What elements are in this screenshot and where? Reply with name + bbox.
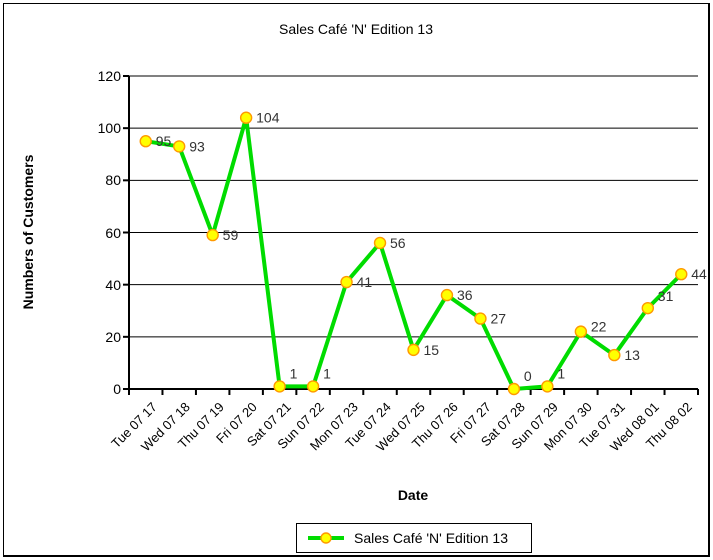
data-point-marker	[507, 382, 521, 396]
y-axis-tick-label: 120	[97, 68, 121, 84]
data-point-marker	[641, 301, 654, 315]
x-axis-title: Date	[397, 487, 429, 503]
legend-marker	[320, 532, 332, 544]
y-axis-tick-label: 40	[105, 276, 121, 293]
data-label: 56	[390, 235, 406, 251]
data-label: 15	[424, 342, 440, 358]
plot-area: 95 93 59 104 1 1 41 56 15 36 27 0 1 22 13 31 44	[123, 75, 707, 396]
data-label: 1	[557, 365, 565, 381]
y-axis-tick-label: 0	[113, 381, 121, 397]
data-label: 13	[624, 347, 640, 363]
legend: Sales Café 'N' Edition 13	[296, 523, 532, 553]
data-label: 41	[357, 274, 373, 290]
data-point-marker	[675, 268, 688, 281]
data-label: 22	[591, 319, 607, 335]
data-point-marker	[574, 325, 588, 338]
chart-window: Sales Café 'N' Edition 13 Numbers of Cus…	[3, 3, 710, 557]
data-point-marker	[440, 288, 454, 302]
data-point-marker	[306, 380, 320, 393]
legend-label: Sales Café 'N' Edition 13	[354, 530, 508, 546]
y-axis-tick-label: 80	[105, 172, 121, 189]
y-axis-tick-label: 60	[105, 224, 121, 241]
data-label: 1	[290, 365, 298, 381]
data-point-marker	[273, 380, 286, 393]
data-label: 1	[323, 365, 331, 381]
data-point-marker	[608, 348, 621, 362]
data-point-marker	[139, 135, 152, 148]
data-label: 93	[189, 138, 205, 154]
data-label: 36	[457, 287, 473, 303]
data-label: 27	[490, 311, 506, 327]
data-label: 95	[156, 133, 172, 149]
chart-title: Sales Café 'N' Edition 13	[279, 21, 433, 37]
data-point-marker	[340, 275, 353, 289]
data-label: 31	[658, 288, 674, 304]
y-axis-tick-label: 20	[105, 328, 121, 345]
data-point-marker	[474, 312, 487, 325]
data-point-marker	[373, 236, 387, 250]
data-label: 104	[256, 110, 280, 126]
data-point-marker	[206, 228, 219, 242]
y-axis-tick-label: 100	[97, 120, 121, 137]
legend-line-marker-icon	[308, 532, 344, 544]
data-point-marker	[407, 343, 420, 357]
data-point-marker	[541, 380, 554, 393]
data-label: 44	[691, 266, 707, 282]
data-point-marker	[173, 140, 186, 153]
data-label: 59	[223, 227, 239, 243]
data-point-marker	[239, 111, 253, 124]
data-label: 0	[524, 368, 532, 384]
